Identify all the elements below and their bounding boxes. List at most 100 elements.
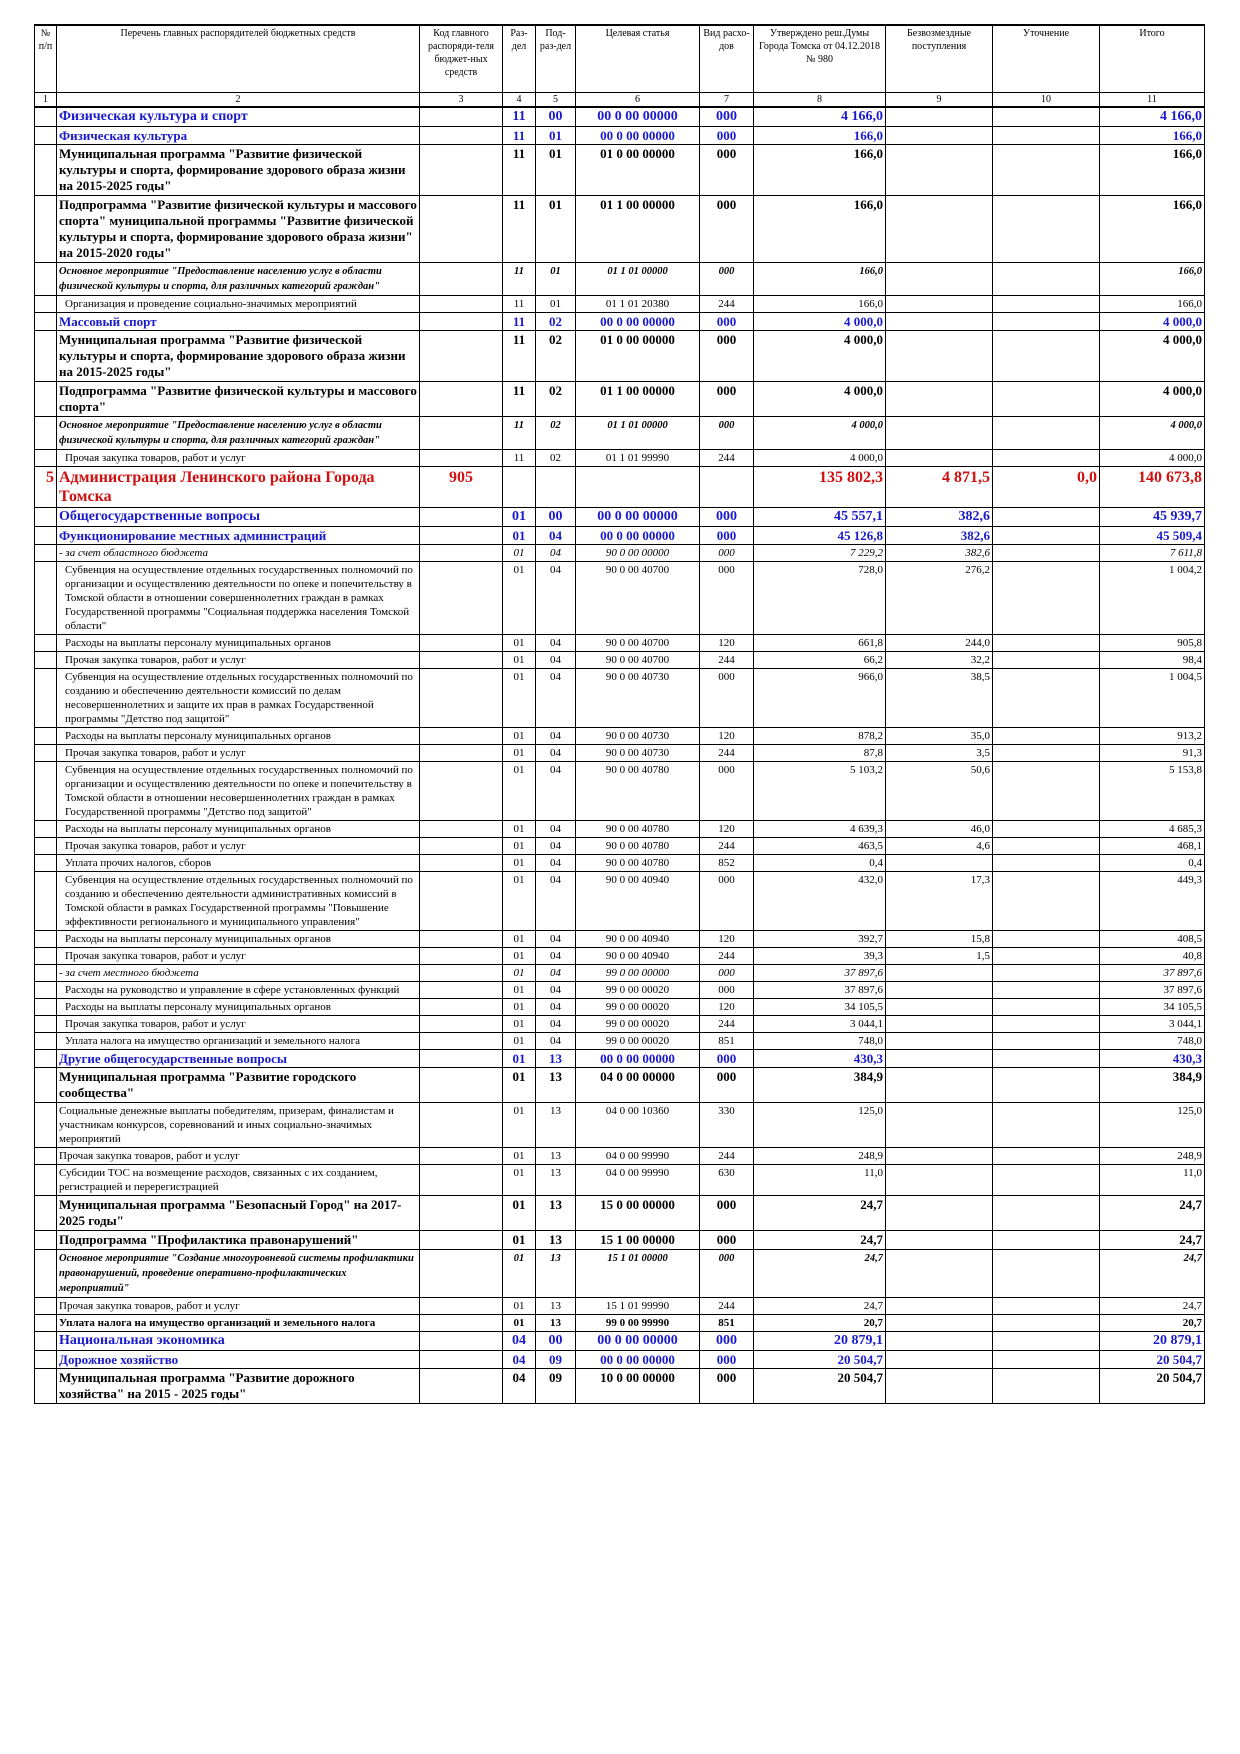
table-cell: - за счет местного бюджета xyxy=(56,964,420,982)
table-cell xyxy=(34,312,57,331)
table-cell: 00 0 00 00000 xyxy=(575,312,700,331)
table-cell xyxy=(34,837,57,855)
table-cell: 13 xyxy=(535,1049,576,1068)
table-row: Организация и проведение социально-значи… xyxy=(34,295,1205,313)
table-cell: Расходы на руководство и управление в сф… xyxy=(56,981,420,999)
table-cell: 000 xyxy=(699,126,754,145)
table-cell: 166,0 xyxy=(1099,295,1205,313)
table-cell xyxy=(992,330,1100,382)
table-cell: 90 0 00 40780 xyxy=(575,820,700,838)
table-cell: Уплата прочих налогов, сборов xyxy=(56,854,420,872)
table-row: 5 Администрация Ленинского района Города … xyxy=(34,466,1205,508)
table-cell: 04 xyxy=(535,727,576,745)
table-cell: Прочая закупка товаров, работ и услуг xyxy=(56,837,420,855)
table-cell: 01 xyxy=(502,507,536,527)
header-cell: Под-раз-дел xyxy=(535,24,576,93)
table-cell: 4 000,0 xyxy=(753,381,886,417)
table-cell: 15,8 xyxy=(885,930,993,948)
table-cell: 661,8 xyxy=(753,634,886,652)
table-cell: 24,7 xyxy=(1099,1195,1205,1231)
table-cell: 11 xyxy=(502,195,536,263)
table-cell xyxy=(419,668,503,728)
table-cell: 748,0 xyxy=(753,1032,886,1050)
table-cell: 4 000,0 xyxy=(1099,416,1205,450)
table-cell xyxy=(885,964,993,982)
table-cell: 000 xyxy=(699,1249,754,1298)
table-cell: Прочая закупка товаров, работ и услуг xyxy=(56,1297,420,1315)
table-row: Основное мероприятие "Создание многоуров… xyxy=(34,1249,1205,1298)
table-cell: 01 xyxy=(502,998,536,1016)
table-row: Общегосударственные вопросы 01 00 00 0 00 0… xyxy=(34,507,1205,527)
table-cell: 01 xyxy=(535,262,576,296)
header-cell: Вид расхо-дов xyxy=(699,24,754,93)
table-cell: 000 xyxy=(699,262,754,296)
table-cell: 01 xyxy=(502,981,536,999)
table-cell: 244 xyxy=(699,947,754,965)
table-row: Расходы на руководство и управление в сф… xyxy=(34,981,1205,999)
table-cell xyxy=(885,262,993,296)
table-header: № п/п Перечень главных распорядителей бюд… xyxy=(34,24,1205,108)
table-cell: 166,0 xyxy=(1099,195,1205,263)
table-row: Расходы на выплаты персоналу муниципальн… xyxy=(34,727,1205,745)
table-cell: 166,0 xyxy=(753,126,886,145)
table-cell: 01 xyxy=(502,727,536,745)
table-cell: 851 xyxy=(699,1314,754,1332)
table-row: Прочая закупка товаров, работ и услуг 01 0… xyxy=(34,837,1205,855)
table-cell: 04 xyxy=(535,947,576,965)
table-cell xyxy=(34,820,57,838)
table-cell: Расходы на выплаты персоналу муниципальн… xyxy=(56,634,420,652)
table-cell: 000 xyxy=(699,1049,754,1068)
header-cell: Раз-дел xyxy=(502,24,536,93)
table-cell: 04 xyxy=(535,761,576,821)
table-cell xyxy=(535,466,576,508)
table-cell xyxy=(992,1032,1100,1050)
table-cell: 01 0 00 00000 xyxy=(575,144,700,196)
table-cell xyxy=(419,507,503,527)
table-cell: 382,6 xyxy=(885,544,993,562)
table-cell: Организация и проведение социально-значи… xyxy=(56,295,420,313)
table-cell: 01 xyxy=(502,1249,536,1298)
table-cell xyxy=(34,727,57,745)
column-number: 5 xyxy=(535,92,576,108)
table-cell: Прочая закупка товаров, работ и услуг xyxy=(56,744,420,762)
table-cell xyxy=(419,295,503,313)
table-cell: 17,3 xyxy=(885,871,993,931)
table-cell xyxy=(992,837,1100,855)
table-cell: 90 0 00 40730 xyxy=(575,727,700,745)
table-cell xyxy=(992,416,1100,450)
table-cell xyxy=(992,144,1100,196)
table-cell xyxy=(419,1297,503,1315)
table-cell xyxy=(34,1297,57,1315)
table-cell xyxy=(992,544,1100,562)
table-row: Подпрограмма "Профилактика правонарушени… xyxy=(34,1230,1205,1250)
table-cell: 01 xyxy=(502,854,536,872)
table-cell: Муниципальная программа "Развитие дорожн… xyxy=(56,1368,420,1404)
table-cell: 15 1 01 00000 xyxy=(575,1249,700,1298)
table-cell: 11 xyxy=(502,416,536,450)
table-cell xyxy=(885,1015,993,1033)
table-cell xyxy=(885,144,993,196)
table-row: Субсидии ТОС на возмещение расходов, свя… xyxy=(34,1164,1205,1196)
table-cell: 11 xyxy=(502,330,536,382)
table-cell: 000 xyxy=(699,416,754,450)
table-cell: 20 504,7 xyxy=(1099,1350,1205,1369)
table-cell: Субсидии ТОС на возмещение расходов, свя… xyxy=(56,1164,420,1196)
table-cell xyxy=(419,1147,503,1165)
table-cell: 166,0 xyxy=(753,295,886,313)
table-cell xyxy=(34,1249,57,1298)
table-cell xyxy=(419,195,503,263)
table-row: Муниципальная программа "Развитие дорожн… xyxy=(34,1368,1205,1404)
column-number: 1 xyxy=(34,92,57,108)
table-cell: 15 0 00 00000 xyxy=(575,1195,700,1231)
table-cell xyxy=(885,416,993,450)
table-cell: 02 xyxy=(535,381,576,417)
table-cell xyxy=(34,1331,57,1351)
table-cell xyxy=(34,1032,57,1050)
table-row: Прочая закупка товаров, работ и услуг 01 1… xyxy=(34,1297,1205,1315)
table-cell: 24,7 xyxy=(753,1249,886,1298)
table-cell: 01 xyxy=(502,871,536,931)
table-cell: 966,0 xyxy=(753,668,886,728)
table-cell xyxy=(419,1195,503,1231)
table-cell xyxy=(34,544,57,562)
